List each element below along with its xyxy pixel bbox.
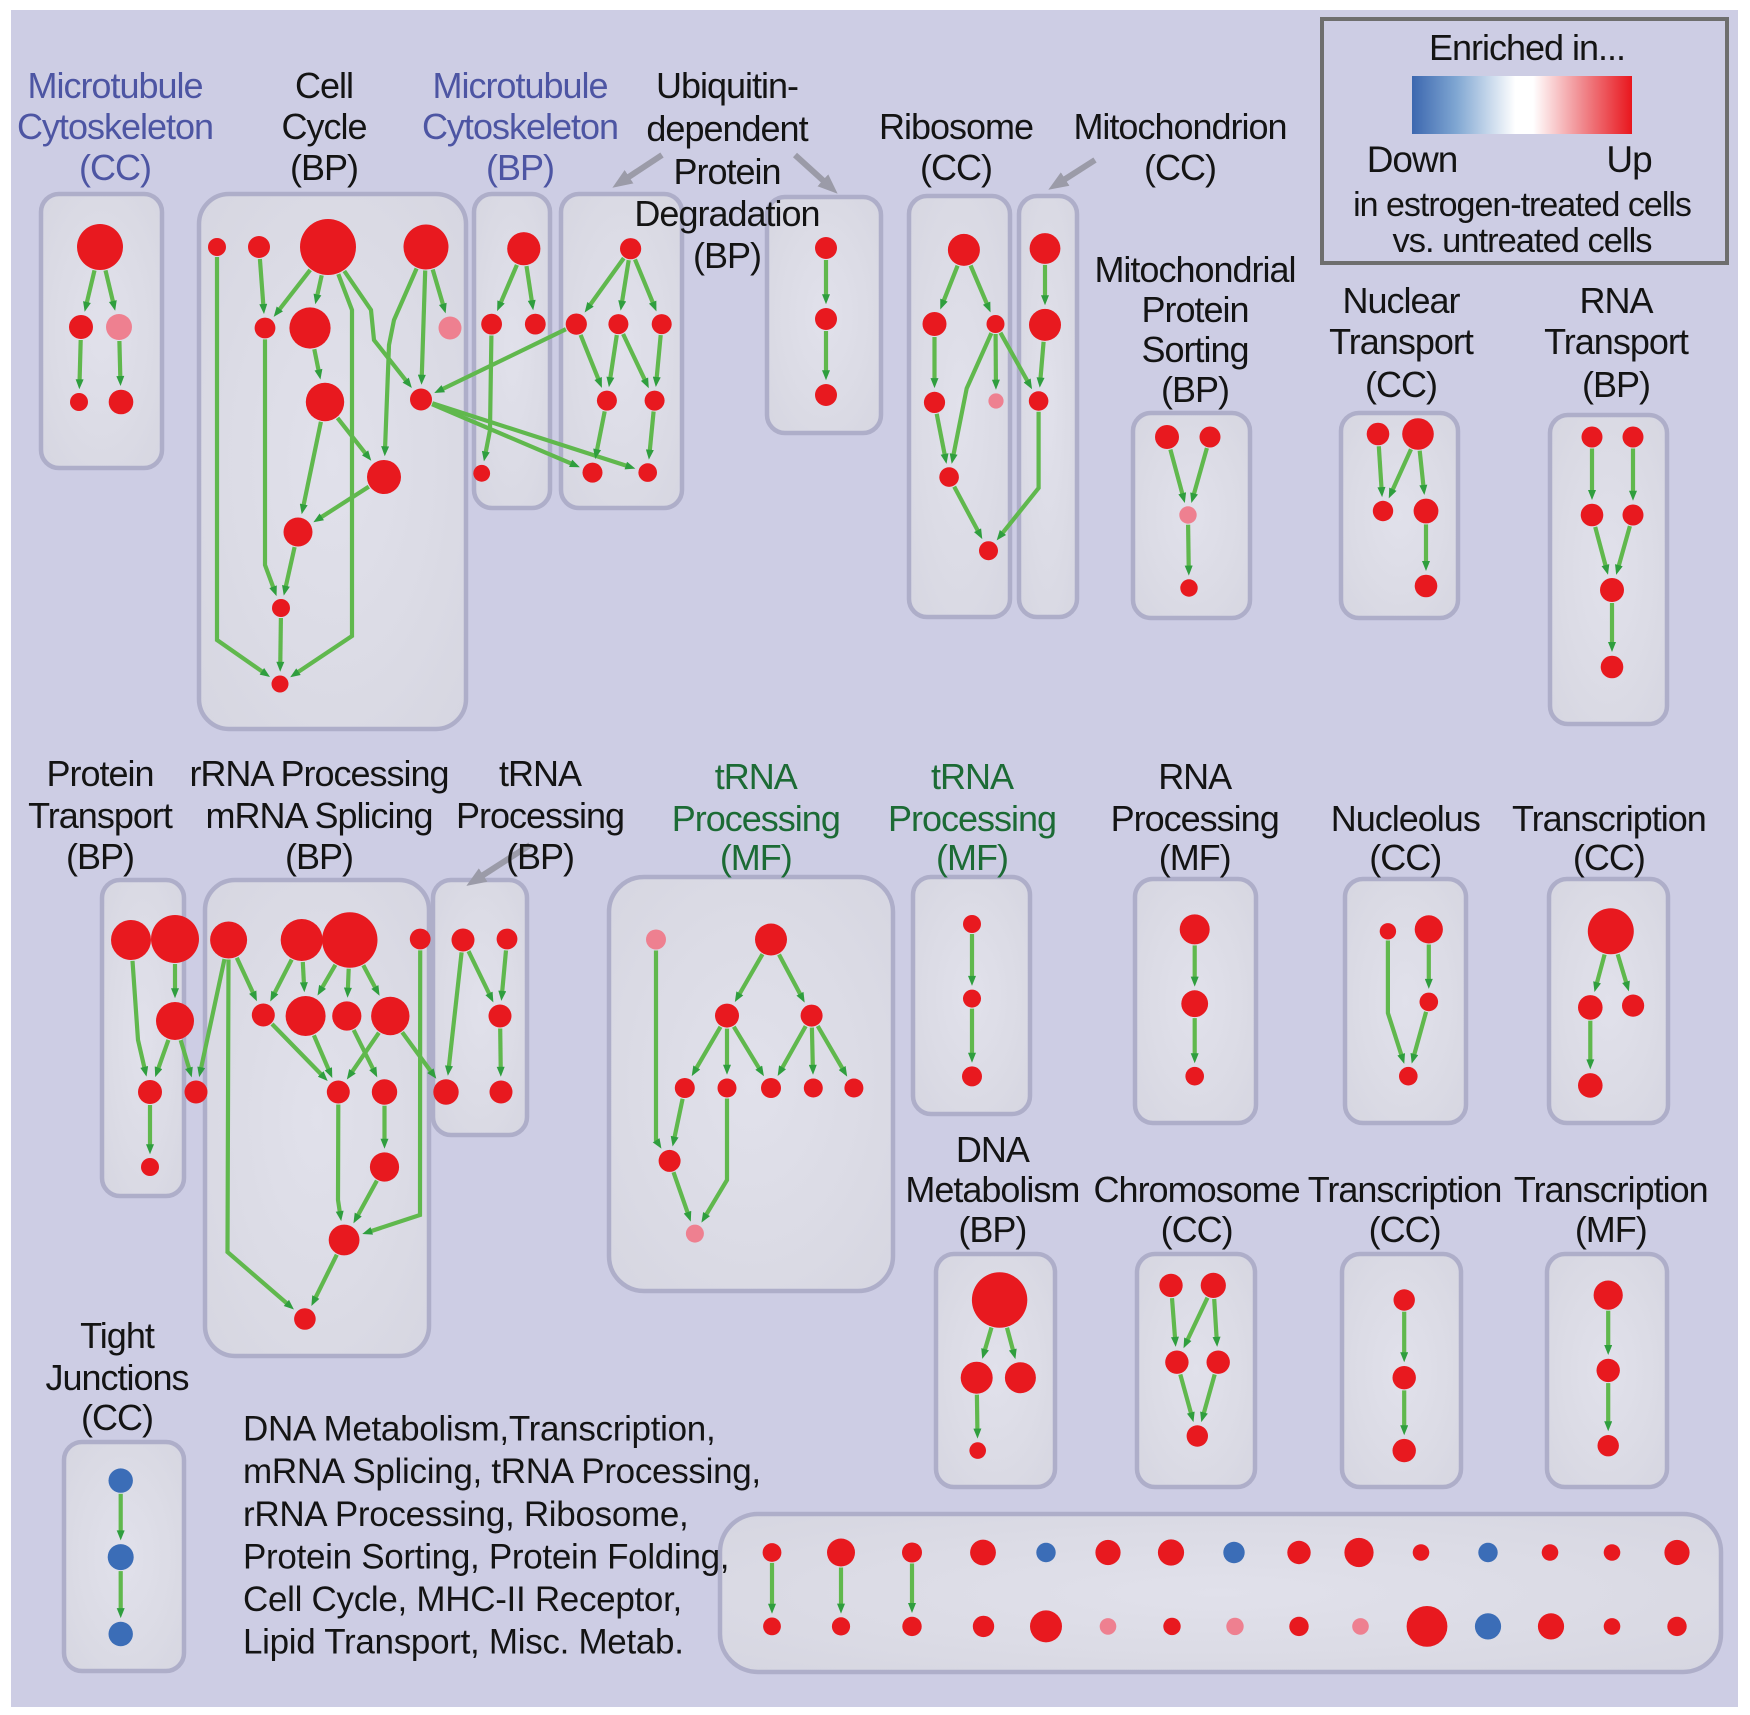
svg-text:(BP): (BP) — [285, 836, 353, 877]
svg-text:Ubiquitin-: Ubiquitin- — [656, 65, 798, 106]
svg-text:Lipid Transport, Misc. Metab.: Lipid Transport, Misc. Metab. — [243, 1623, 684, 1662]
svg-text:Cell Cycle, MHC-II Receptor,: Cell Cycle, MHC-II Receptor, — [243, 1580, 682, 1619]
svg-text:in estrogen-treated cells: in estrogen-treated cells — [1353, 186, 1691, 224]
svg-text:Degradation: Degradation — [634, 193, 819, 234]
svg-text:dependent: dependent — [646, 108, 808, 149]
svg-text:RNA: RNA — [1579, 280, 1653, 321]
svg-text:Sorting: Sorting — [1141, 329, 1248, 370]
svg-text:(BP): (BP) — [486, 147, 554, 188]
svg-text:Protein: Protein — [46, 753, 153, 794]
svg-text:Microtubule: Microtubule — [432, 65, 607, 106]
svg-text:Protein: Protein — [673, 151, 780, 192]
svg-text:vs. untreated cells: vs. untreated cells — [1392, 222, 1651, 260]
svg-text:(BP): (BP) — [1161, 369, 1229, 410]
svg-text:(BP): (BP) — [290, 147, 358, 188]
svg-text:DNA: DNA — [956, 1129, 1030, 1170]
svg-text:mRNA Splicing: mRNA Splicing — [205, 795, 432, 836]
svg-text:Junctions: Junctions — [45, 1357, 188, 1398]
svg-text:(BP): (BP) — [1582, 364, 1650, 405]
svg-text:(CC): (CC) — [81, 1397, 153, 1438]
svg-text:Nuclear: Nuclear — [1342, 280, 1460, 321]
svg-text:Processing: Processing — [888, 798, 1056, 839]
svg-text:Cycle: Cycle — [281, 106, 366, 147]
svg-text:(MF): (MF) — [936, 837, 1008, 878]
svg-text:(CC): (CC) — [1365, 364, 1437, 405]
svg-text:Transcription: Transcription — [1308, 1169, 1502, 1210]
svg-text:Cell: Cell — [295, 65, 353, 106]
svg-text:Microtubule: Microtubule — [27, 65, 202, 106]
svg-text:Protein Sorting, Protein Foldi: Protein Sorting, Protein Folding, — [243, 1537, 729, 1576]
svg-text:Protein: Protein — [1141, 289, 1248, 330]
svg-text:Processing: Processing — [456, 795, 624, 836]
svg-text:rRNA Processing, Ribosome,: rRNA Processing, Ribosome, — [243, 1495, 688, 1534]
svg-text:Transport: Transport — [1544, 321, 1689, 362]
svg-text:Transport: Transport — [28, 795, 173, 836]
svg-text:(MF): (MF) — [720, 837, 792, 878]
svg-text:Metabolism: Metabolism — [905, 1169, 1079, 1210]
svg-text:RNA: RNA — [1158, 756, 1232, 797]
svg-text:(BP): (BP) — [958, 1209, 1026, 1250]
svg-text:(CC): (CC) — [79, 147, 151, 188]
svg-text:Transcription: Transcription — [1514, 1169, 1708, 1210]
svg-text:DNA Metabolism,Transcription,: DNA Metabolism,Transcription, — [243, 1410, 715, 1449]
svg-text:(CC): (CC) — [1369, 837, 1441, 878]
svg-text:(MF): (MF) — [1575, 1209, 1647, 1250]
svg-text:rRNA Processing: rRNA Processing — [189, 753, 448, 794]
svg-text:(CC): (CC) — [1144, 147, 1216, 188]
svg-text:mRNA Splicing, tRNA Processing: mRNA Splicing, tRNA Processing, — [243, 1452, 761, 1491]
svg-text:Enriched in...: Enriched in... — [1429, 27, 1625, 68]
svg-text:tRNA: tRNA — [931, 756, 1014, 797]
svg-text:(CC): (CC) — [920, 147, 992, 188]
svg-text:tRNA: tRNA — [715, 756, 798, 797]
svg-text:(CC): (CC) — [1573, 837, 1645, 878]
svg-text:tRNA: tRNA — [499, 753, 582, 794]
svg-text:(CC): (CC) — [1369, 1209, 1441, 1250]
svg-text:Down: Down — [1367, 139, 1458, 180]
svg-text:Nucleolus: Nucleolus — [1331, 798, 1480, 839]
svg-text:Mitochondrion: Mitochondrion — [1073, 106, 1286, 147]
svg-text:(BP): (BP) — [693, 235, 761, 276]
svg-text:Tight: Tight — [80, 1315, 155, 1356]
svg-text:Chromosome: Chromosome — [1094, 1169, 1300, 1210]
svg-text:Transcription: Transcription — [1512, 798, 1706, 839]
svg-text:Mitochondrial: Mitochondrial — [1094, 249, 1295, 290]
svg-text:Processing: Processing — [1111, 798, 1279, 839]
svg-text:Cytoskeleton: Cytoskeleton — [17, 106, 213, 147]
svg-text:(BP): (BP) — [506, 836, 574, 877]
svg-text:(MF): (MF) — [1159, 837, 1231, 878]
svg-text:(CC): (CC) — [1161, 1209, 1233, 1250]
svg-text:Ribosome: Ribosome — [879, 106, 1033, 147]
svg-text:(BP): (BP) — [66, 836, 134, 877]
svg-text:Up: Up — [1606, 139, 1652, 180]
svg-text:Transport: Transport — [1329, 321, 1474, 362]
svg-text:Cytoskeleton: Cytoskeleton — [422, 106, 618, 147]
svg-text:Processing: Processing — [672, 798, 840, 839]
